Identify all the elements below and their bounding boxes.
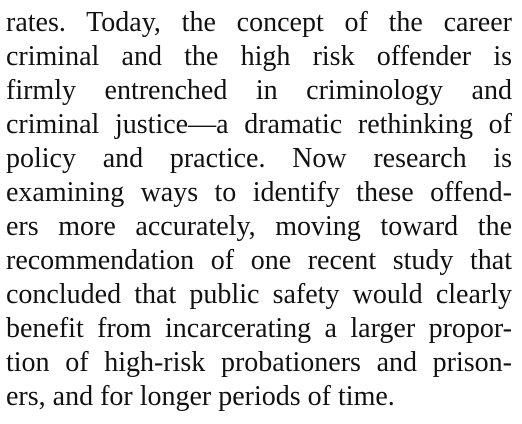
text-line: ers, and for longer periods of time. xyxy=(6,381,395,412)
text-line: firmly entrenched in criminology and xyxy=(6,75,512,106)
text-line: criminal and the high risk offender is xyxy=(6,41,512,72)
text-line: ers more accurately, moving toward the xyxy=(6,211,512,242)
text-line: criminal justice—a dramatic rethinking o… xyxy=(6,109,512,140)
text-line: policy and practice. Now research is xyxy=(6,143,512,174)
text-line: examining ways to identify these offend- xyxy=(6,177,512,208)
text-line: benefit from incarcerating a larger prop… xyxy=(6,313,512,344)
text-line: concluded that public safety would clear… xyxy=(6,279,512,310)
text-line: rates. Today, the concept of the career xyxy=(6,7,512,38)
text-line: tion of high-risk probationers and priso… xyxy=(6,347,512,378)
text-line: recommendation of one recent study that xyxy=(6,245,512,276)
